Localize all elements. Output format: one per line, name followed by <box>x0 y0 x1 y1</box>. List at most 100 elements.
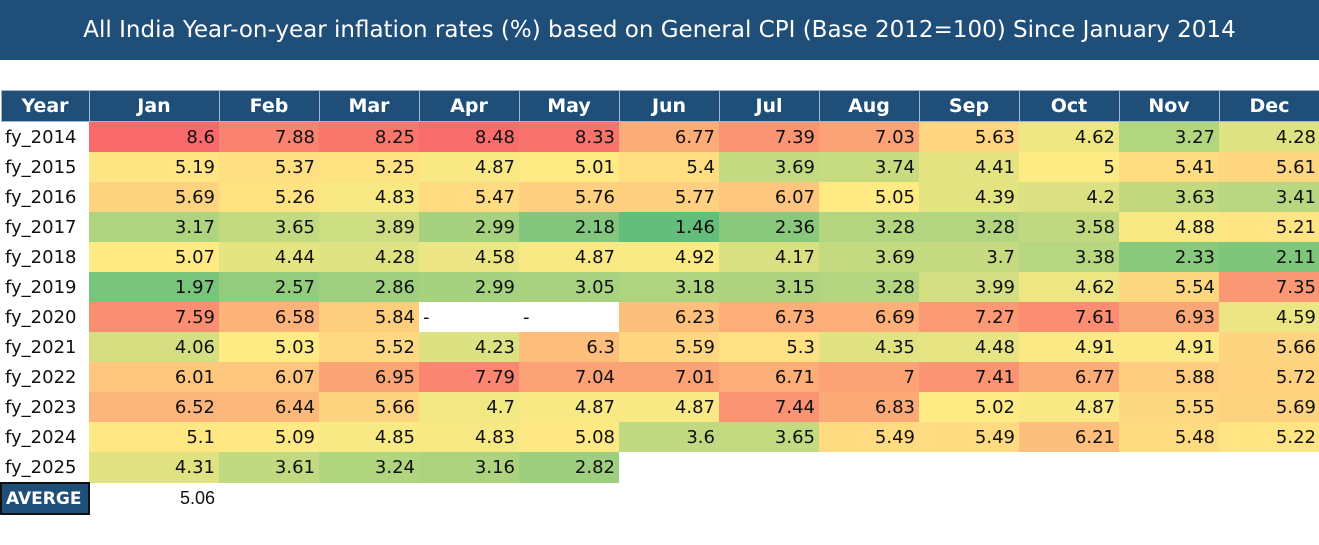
heatmap-cell: 2.57 <box>219 272 319 302</box>
column-header-oct: Oct <box>1018 90 1120 122</box>
heatmap-cell: 3.74 <box>819 152 919 182</box>
heatmap-cell: 7.03 <box>819 121 919 152</box>
row-label: fy_2017 <box>1 212 89 242</box>
column-header-jul: Jul <box>718 90 820 122</box>
heatmap-cell: 4.87 <box>519 242 619 272</box>
heatmap-cell: 6.07 <box>719 182 819 212</box>
heatmap-cell: 5.26 <box>219 182 319 212</box>
average-row: AVERGE 5.06 <box>0 482 1319 515</box>
row-label: fy_2022 <box>1 362 89 392</box>
heatmap-cell: 2.18 <box>519 212 619 242</box>
heatmap-cell: 7.59 <box>89 302 219 332</box>
heatmap-cell: 3.15 <box>719 272 819 302</box>
heatmap-cell: 4.28 <box>319 242 419 272</box>
heatmap-cell: 5.08 <box>519 422 619 452</box>
heatmap-cell: 2.82 <box>519 452 619 483</box>
column-header-jun: Jun <box>618 90 720 122</box>
row-label: fy_2015 <box>1 152 89 182</box>
heatmap-cell: 7.41 <box>919 362 1019 392</box>
heatmap-cell: 6.07 <box>219 362 319 392</box>
heatmap-cell: 4.62 <box>1019 121 1119 152</box>
heatmap-cell: 4.41 <box>919 152 1019 182</box>
heatmap-cell: 7.27 <box>919 302 1019 332</box>
heatmap-cell <box>819 452 919 483</box>
heatmap-cell: 5.41 <box>1119 152 1219 182</box>
column-header-year: Year <box>0 90 90 122</box>
heatmap-cell: 4.31 <box>89 452 219 483</box>
heatmap-cell: 5.69 <box>1219 392 1319 422</box>
heatmap-cell: 7.88 <box>219 121 319 152</box>
heatmap-cell <box>1219 452 1319 483</box>
heatmap-cell: 3.7 <box>919 242 1019 272</box>
heatmap-cell: 5.19 <box>89 152 219 182</box>
heatmap-cell: 5.47 <box>419 182 519 212</box>
heatmap-cell: 7.01 <box>619 362 719 392</box>
row-label: fy_2018 <box>1 242 89 272</box>
row-label: fy_2014 <box>1 121 89 152</box>
heatmap-cell: 3.69 <box>719 152 819 182</box>
row-label: fy_2020 <box>1 302 89 332</box>
heatmap-cell: 3.05 <box>519 272 619 302</box>
heatmap-cell <box>1019 452 1119 483</box>
heatmap-cell: 6.52 <box>89 392 219 422</box>
heatmap-cell: 5.54 <box>1119 272 1219 302</box>
heatmap-cell: 5.21 <box>1219 212 1319 242</box>
heatmap-cell: 3.27 <box>1119 121 1219 152</box>
table-row: fy_2020 7.59 6.58 5.84- -6.23 6.73 6.69 7.27 7.6… <box>1 302 1319 332</box>
heatmap-cell: 3.16 <box>419 452 519 483</box>
heatmap-cell: 4.7 <box>419 392 519 422</box>
heatmap-cell: 4.92 <box>619 242 719 272</box>
heatmap-cell: 3.61 <box>219 452 319 483</box>
heatmap-cell: 2.11 <box>1219 242 1319 272</box>
heatmap-cell <box>719 452 819 483</box>
heatmap-cell: 3.65 <box>719 422 819 452</box>
heatmap-cell: 7.61 <box>1019 302 1119 332</box>
heatmap-cell: 4.2 <box>1019 182 1119 212</box>
heatmap-cell: 7.04 <box>519 362 619 392</box>
heatmap-cell: 6.3 <box>519 332 619 362</box>
heatmap-cell: 6.71 <box>719 362 819 392</box>
row-label: fy_2023 <box>1 392 89 422</box>
heatmap-cell: 1.97 <box>89 272 219 302</box>
heatmap-cell: 3.89 <box>319 212 419 242</box>
heatmap-cell: 4.23 <box>419 332 519 362</box>
heatmap-cell: 5 <box>1019 152 1119 182</box>
heatmap-cell: 4.44 <box>219 242 319 272</box>
heatmap-cell: 5.63 <box>919 121 1019 152</box>
heatmap-cell: 2.36 <box>719 212 819 242</box>
heatmap-cell: 4.28 <box>1219 121 1319 152</box>
heatmap-cell: 5.66 <box>319 392 419 422</box>
heatmap-cell: 5.84 <box>319 302 419 332</box>
table-row: fy_2025 4.31 3.61 3.24 3.16 2.82 <box>1 452 1319 483</box>
heatmap-cell: 7.35 <box>1219 272 1319 302</box>
heatmap-cell: 3.63 <box>1119 182 1219 212</box>
table-row: fy_2017 3.17 3.65 3.89 2.99 2.18 1.46 2.36 3.28 3… <box>1 212 1319 242</box>
heatmap-cell: 4.87 <box>1019 392 1119 422</box>
heatmap-cell: 5.4 <box>619 152 719 182</box>
heatmap-cell: 4.83 <box>419 422 519 452</box>
heatmap-cell: 5.05 <box>819 182 919 212</box>
heatmap-cell: 3.17 <box>89 212 219 242</box>
heatmap-cell: 3.65 <box>219 212 319 242</box>
heatmap-cell: 5.66 <box>1219 332 1319 362</box>
heatmap-cell: 5.88 <box>1119 362 1219 392</box>
heatmap-cell: 6.93 <box>1119 302 1219 332</box>
column-header-feb: Feb <box>218 90 320 122</box>
heatmap-cell <box>919 452 1019 483</box>
heatmap-cell: 7 <box>819 362 919 392</box>
chart-title: All India Year-on-year inflation rates (… <box>0 0 1319 60</box>
heatmap-cell: 5.09 <box>219 422 319 452</box>
heatmap-cell: 5.59 <box>619 332 719 362</box>
column-header-may: May <box>518 90 620 122</box>
heatmap-cell: 5.48 <box>1119 422 1219 452</box>
heatmap-cell: 4.06 <box>89 332 219 362</box>
table-row: fy_2024 5.1 5.09 4.85 4.83 5.08 3.6 3.65 5.49 5.4… <box>1 422 1319 452</box>
heatmap-cell: 4.91 <box>1019 332 1119 362</box>
average-value: 5.06 <box>179 488 215 508</box>
heatmap-cell: 4.39 <box>919 182 1019 212</box>
heatmap-cell: 4.62 <box>1019 272 1119 302</box>
average-row-filler <box>219 483 1319 514</box>
heatmap-cell: 2.33 <box>1119 242 1219 272</box>
heatmap-cell: 4.85 <box>319 422 419 452</box>
heatmap-cell: 3.58 <box>1019 212 1119 242</box>
